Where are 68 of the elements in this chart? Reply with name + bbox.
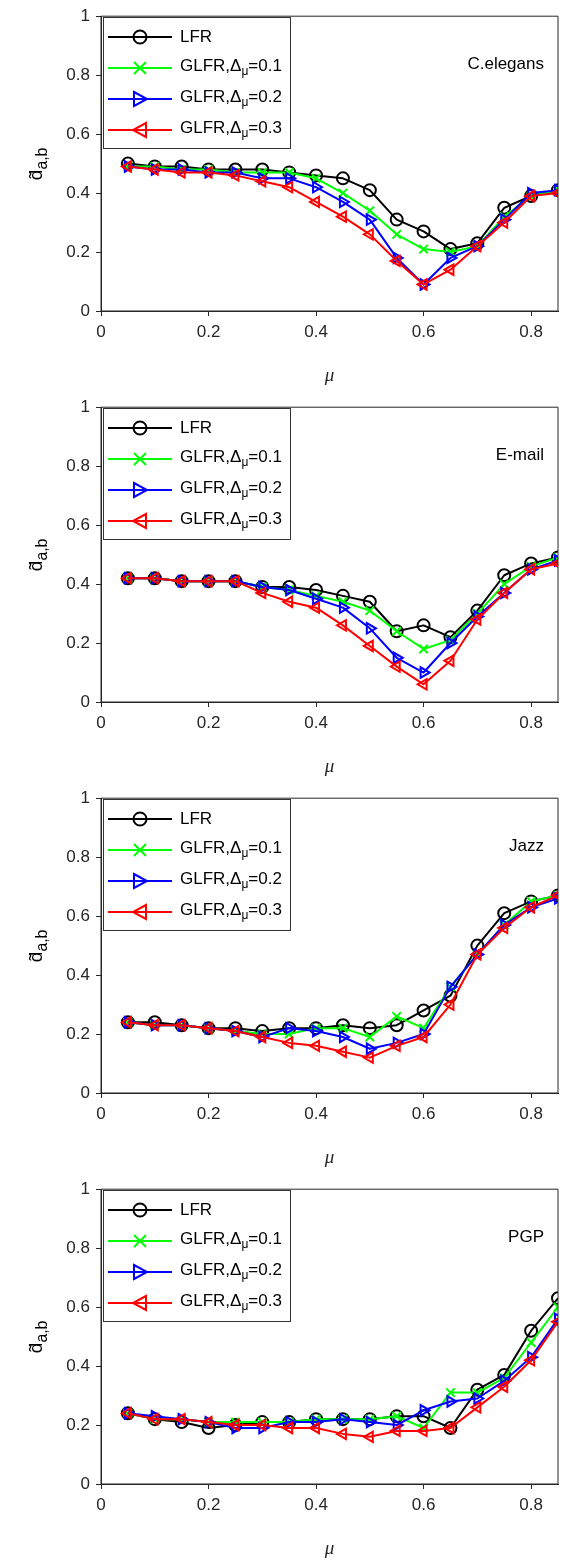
legend-label: GLFR,Δ$_{μ}$=0.1 xyxy=(180,1229,282,1252)
y-tick-label: 0 xyxy=(80,1473,90,1493)
y-tick-label: 0.2 xyxy=(66,632,90,652)
y-tick-label: 0.6 xyxy=(66,1296,90,1316)
legend-label: GLFR,Δ$_{μ}$=0.3 xyxy=(180,509,282,532)
annotation: E-mail xyxy=(495,444,544,464)
y-tick-label: 0.4 xyxy=(66,1355,90,1375)
x-tick-label: 0 xyxy=(96,1494,106,1514)
y-tick-label: 0.8 xyxy=(66,1237,90,1257)
y-tick-label: 0.6 xyxy=(66,905,90,925)
legend-label: GLFR,Δ$_{μ}$=0.1 xyxy=(180,56,282,79)
y-tick-label: 0.8 xyxy=(66,64,90,84)
y-tick-label: 0.2 xyxy=(66,241,90,261)
y-tick-label: 1 xyxy=(80,1178,90,1198)
x-tick-label: 0.8 xyxy=(519,1103,543,1123)
y-tick-label: 0 xyxy=(80,691,90,711)
legend-label: GLFR,Δ$_{μ}$=0.3 xyxy=(180,900,282,923)
y-tick-label: 1 xyxy=(80,396,90,416)
y-tick-label: 0 xyxy=(80,300,90,320)
x-tick-label: 0.6 xyxy=(411,1103,436,1123)
x-axis-title: μ xyxy=(323,754,335,776)
x-tick-label: 0.6 xyxy=(411,321,436,341)
legend-label: GLFR,Δ$_{μ}$=0.2 xyxy=(180,478,282,501)
x-tick-label: 0 xyxy=(96,712,106,732)
y-tick-label: 0.2 xyxy=(66,1023,90,1043)
y-tick-label: 0.6 xyxy=(66,123,90,143)
legend-label: GLFR,Δ$_{μ}$=0.1 xyxy=(180,838,282,861)
annotation: C.elegans xyxy=(467,53,544,73)
y-tick-label: 0.4 xyxy=(66,573,90,593)
x-axis-title: μ xyxy=(323,1145,335,1167)
legend-label: LFR xyxy=(180,26,213,47)
y-tick-label: 0.4 xyxy=(66,964,90,984)
x-tick-label: 0.4 xyxy=(304,712,328,732)
x-tick-label: 0.6 xyxy=(411,712,436,732)
legend-label: GLFR,Δ$_{μ}$=0.2 xyxy=(180,1260,282,1283)
x-tick-label: 0.2 xyxy=(196,1494,221,1514)
x-tick-label: 0.8 xyxy=(519,1494,543,1514)
x-tick-label: 0 xyxy=(96,321,106,341)
y-tick-label: 1 xyxy=(80,787,90,807)
y-tick-label: 0.4 xyxy=(66,182,90,202)
y-tick-label: 0.2 xyxy=(66,1414,90,1434)
annotation: Jazz xyxy=(509,835,544,855)
x-axis-title: μ xyxy=(323,363,335,385)
x-axis-title: μ xyxy=(323,1536,335,1558)
legend-label: GLFR,Δ$_{μ}$=0.3 xyxy=(180,118,282,141)
x-tick-label: 0.6 xyxy=(411,1494,436,1514)
legend-label: GLFR,Δ$_{μ}$=0.3 xyxy=(180,1291,282,1314)
x-tick-label: 0.4 xyxy=(304,1494,328,1514)
legend-label: GLFR,Δ$_{μ}$=0.2 xyxy=(180,87,282,110)
y-tick-label: 0.8 xyxy=(66,846,90,866)
annotation: PGP xyxy=(508,1226,544,1246)
y-tick-label: 0.8 xyxy=(66,455,90,475)
y-tick-label: 0 xyxy=(80,1082,90,1102)
x-tick-label: 0.2 xyxy=(196,712,221,732)
x-tick-label: 0.2 xyxy=(196,321,221,341)
x-tick-label: 0.8 xyxy=(519,321,543,341)
x-tick-label: 0.4 xyxy=(304,321,328,341)
legend-label: GLFR,Δ$_{μ}$=0.2 xyxy=(180,869,282,892)
x-tick-label: 0.4 xyxy=(304,1103,328,1123)
y-tick-label: 0.6 xyxy=(66,514,90,534)
x-tick-label: 0.2 xyxy=(196,1103,221,1123)
legend-label: LFR xyxy=(180,808,213,829)
x-tick-label: 0 xyxy=(96,1103,106,1123)
legend-label: LFR xyxy=(180,417,213,438)
x-tick-label: 0.8 xyxy=(519,712,543,732)
legend-label: GLFR,Δ$_{μ}$=0.1 xyxy=(180,447,282,470)
y-tick-label: 1 xyxy=(80,5,90,25)
legend-label: LFR xyxy=(180,1199,213,1220)
